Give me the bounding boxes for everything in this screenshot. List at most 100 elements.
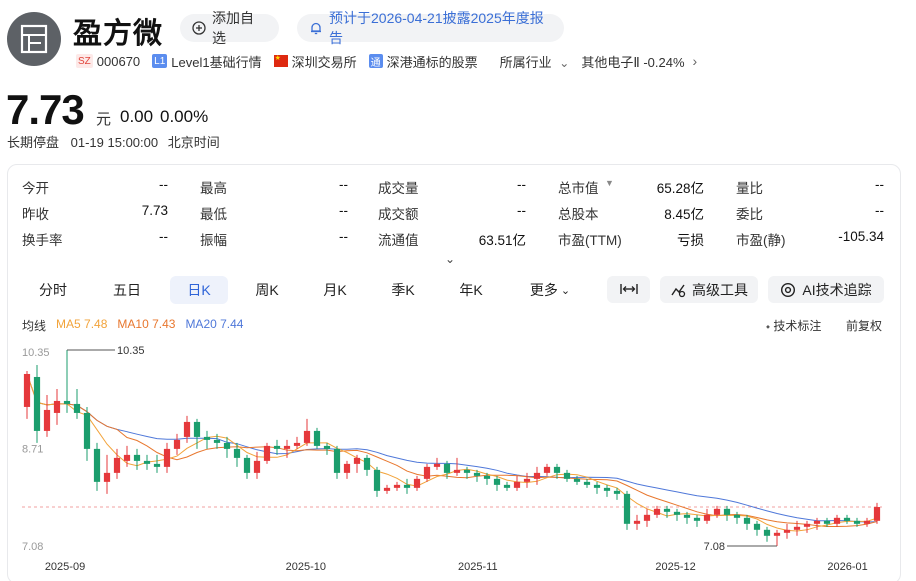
candle-body	[843, 517, 851, 521]
x-axis-label: 2025-10	[286, 561, 326, 573]
candle-body	[713, 508, 721, 515]
candle-body	[813, 520, 821, 524]
level-badge: L1	[152, 54, 168, 68]
industry-label: 所属行业	[499, 54, 552, 70]
candle-body	[193, 421, 201, 437]
candle-body	[253, 460, 261, 473]
tab-daily-k[interactable]: 日K	[170, 276, 228, 304]
candle-body	[533, 472, 541, 479]
report-notice-button[interactable]: 预计于2026-04-21披露2025年度报告	[297, 10, 564, 46]
candle-body	[323, 445, 331, 449]
stat-value: --	[875, 177, 884, 192]
tab-more-label: 更多	[529, 282, 558, 298]
candle-body	[783, 529, 791, 533]
candle-body	[123, 454, 131, 461]
stat-label: 昨收	[22, 207, 49, 222]
candle-body	[53, 400, 61, 413]
candle-body	[593, 484, 601, 488]
stat-value: --	[159, 177, 168, 192]
stat-label: 今开	[22, 181, 49, 196]
chevron-down-icon: ⌄	[560, 284, 571, 297]
candle-body	[703, 514, 711, 521]
stat-label: 委比	[736, 207, 763, 222]
adjust-dropdown[interactable]: 前复权	[846, 319, 883, 333]
candle-body	[353, 457, 361, 464]
candle-body	[633, 520, 641, 524]
ai-tech-track-button[interactable]: AI技术追踪	[768, 276, 884, 303]
x-axis-label: 2025-12	[655, 561, 695, 573]
tab-yearly-k[interactable]: 年K	[459, 282, 483, 298]
candle-body	[563, 472, 571, 479]
candle-body	[293, 442, 301, 446]
candle-body	[873, 507, 881, 521]
candle-body	[243, 457, 251, 473]
y-axis-mid-label: 8.71	[22, 443, 43, 455]
x-axis-label: 2025-09	[45, 561, 85, 573]
chart-tool-icon	[670, 282, 686, 298]
candle-body	[473, 472, 481, 476]
report-notice-label: 预计于2026-04-21披露2025年度报告	[329, 10, 544, 46]
tech-annotation-toggle[interactable]: ⬩ 技术标注	[766, 317, 821, 334]
candle-body	[73, 403, 81, 413]
candle-body	[643, 514, 651, 521]
expand-horizontal-icon	[619, 282, 638, 298]
ma20-value: MA20 7.44	[185, 317, 244, 331]
stat-value: 65.28亿	[656, 181, 704, 196]
add-watchlist-button[interactable]: 添加自选	[180, 10, 279, 46]
stat-value: --	[517, 177, 526, 192]
stat-label: 总股本	[558, 207, 599, 222]
stats-row: 昨收 7.73 最低 -- 成交额 -- 总股本 8.45亿 委比 --	[22, 203, 890, 229]
tab-quarterly-k[interactable]: 季K	[391, 282, 415, 298]
exchange-label[interactable]: 深圳交易所	[291, 54, 357, 70]
candle-body	[573, 478, 581, 482]
stock-logo-icon	[20, 24, 48, 54]
ma5-value: MA5 7.48	[56, 317, 108, 331]
stat-label: 换手率	[22, 233, 63, 248]
candle-body	[363, 457, 371, 470]
caret-down-icon[interactable]: ▼	[605, 178, 614, 188]
stat-label: 振幅	[200, 233, 227, 248]
candle-body	[853, 520, 861, 524]
expand-stats-chevron-icon[interactable]: ⌄	[445, 252, 456, 266]
stat-label: 流通值	[378, 233, 419, 248]
candle-body	[153, 463, 161, 467]
tab-monthly-k[interactable]: 月K	[323, 282, 347, 298]
tab-intraday[interactable]: 分时	[39, 282, 67, 298]
candle-body	[313, 430, 321, 446]
candle-body	[413, 478, 421, 488]
chevron-right-icon[interactable]: ›	[692, 53, 698, 69]
fit-range-button[interactable]	[607, 276, 650, 303]
candle-body	[433, 463, 441, 467]
ma-legend-title: 均线	[22, 319, 47, 333]
connect-label[interactable]: 深港通标的股票	[386, 54, 478, 70]
ma20-line	[26, 373, 878, 523]
candle-body	[183, 421, 191, 437]
industry-dropdown[interactable]: 所属行业 ⌄	[500, 52, 582, 71]
advanced-tools-button[interactable]: 高级工具	[660, 276, 758, 303]
candle-body	[673, 511, 681, 515]
chevron-down-icon: ⌄	[559, 55, 570, 70]
candle-body	[333, 448, 341, 473]
tab-weekly-k[interactable]: 周K	[255, 282, 279, 298]
status-timezone: 北京时间	[167, 135, 220, 150]
candle-body	[163, 448, 171, 467]
tab-five-day[interactable]: 五日	[113, 282, 141, 298]
level-label[interactable]: Level1基础行情	[171, 54, 262, 70]
candle-body	[743, 517, 751, 524]
candle-body	[723, 508, 731, 515]
candle-body	[103, 472, 111, 482]
candle-body	[223, 442, 231, 449]
candle-body	[403, 484, 411, 488]
stat-label: 市盈(静)	[736, 233, 786, 248]
annotation-icon: ⬩	[766, 321, 770, 333]
candle-body	[83, 412, 91, 449]
tab-more[interactable]: 更多 ⌄	[514, 276, 586, 304]
candle-body	[863, 520, 871, 524]
candle-body	[493, 478, 501, 485]
advanced-tools-label: 高级工具	[692, 281, 748, 298]
candle-body	[733, 514, 741, 518]
candle-body	[603, 487, 611, 491]
stock-code: 000670	[96, 53, 141, 69]
industry-value[interactable]: 其他电子Ⅱ -0.24%	[581, 54, 685, 70]
